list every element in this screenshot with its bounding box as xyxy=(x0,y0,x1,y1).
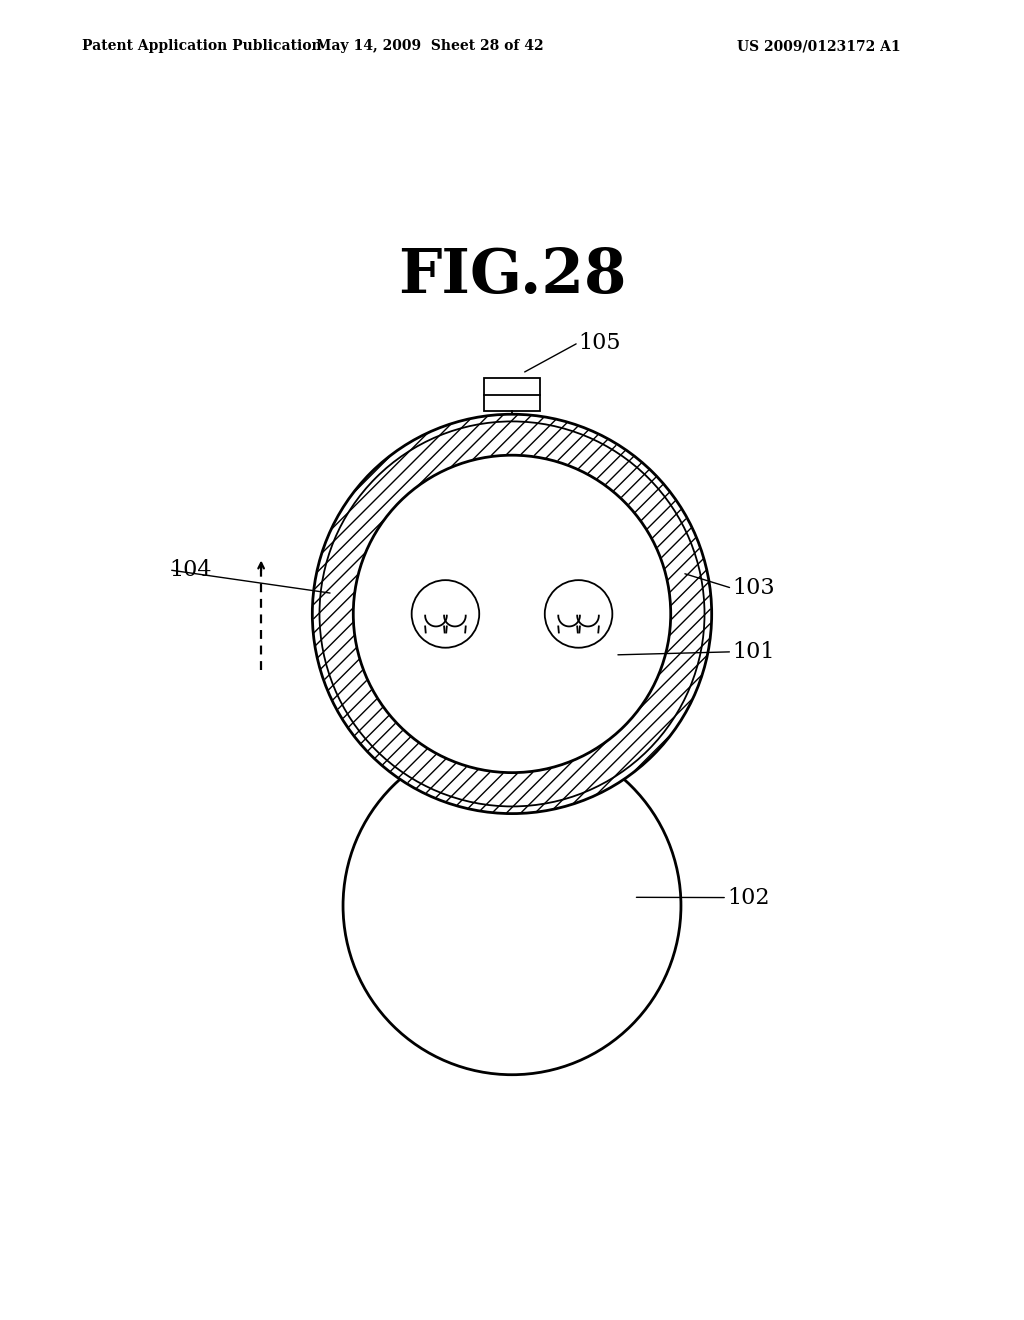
Text: FIG.28: FIG.28 xyxy=(397,246,627,306)
Text: 104: 104 xyxy=(169,558,212,581)
Text: May 14, 2009  Sheet 28 of 42: May 14, 2009 Sheet 28 of 42 xyxy=(316,40,544,53)
Circle shape xyxy=(412,579,479,648)
Circle shape xyxy=(343,737,681,1074)
Text: 105: 105 xyxy=(579,331,622,354)
Text: 101: 101 xyxy=(732,640,775,663)
Text: US 2009/0123172 A1: US 2009/0123172 A1 xyxy=(737,40,901,53)
Text: 102: 102 xyxy=(727,887,770,908)
Text: 103: 103 xyxy=(732,577,775,599)
Bar xyxy=(483,379,541,411)
Circle shape xyxy=(545,579,612,648)
Text: Patent Application Publication: Patent Application Publication xyxy=(82,40,322,53)
Circle shape xyxy=(353,455,671,772)
Circle shape xyxy=(312,414,712,813)
